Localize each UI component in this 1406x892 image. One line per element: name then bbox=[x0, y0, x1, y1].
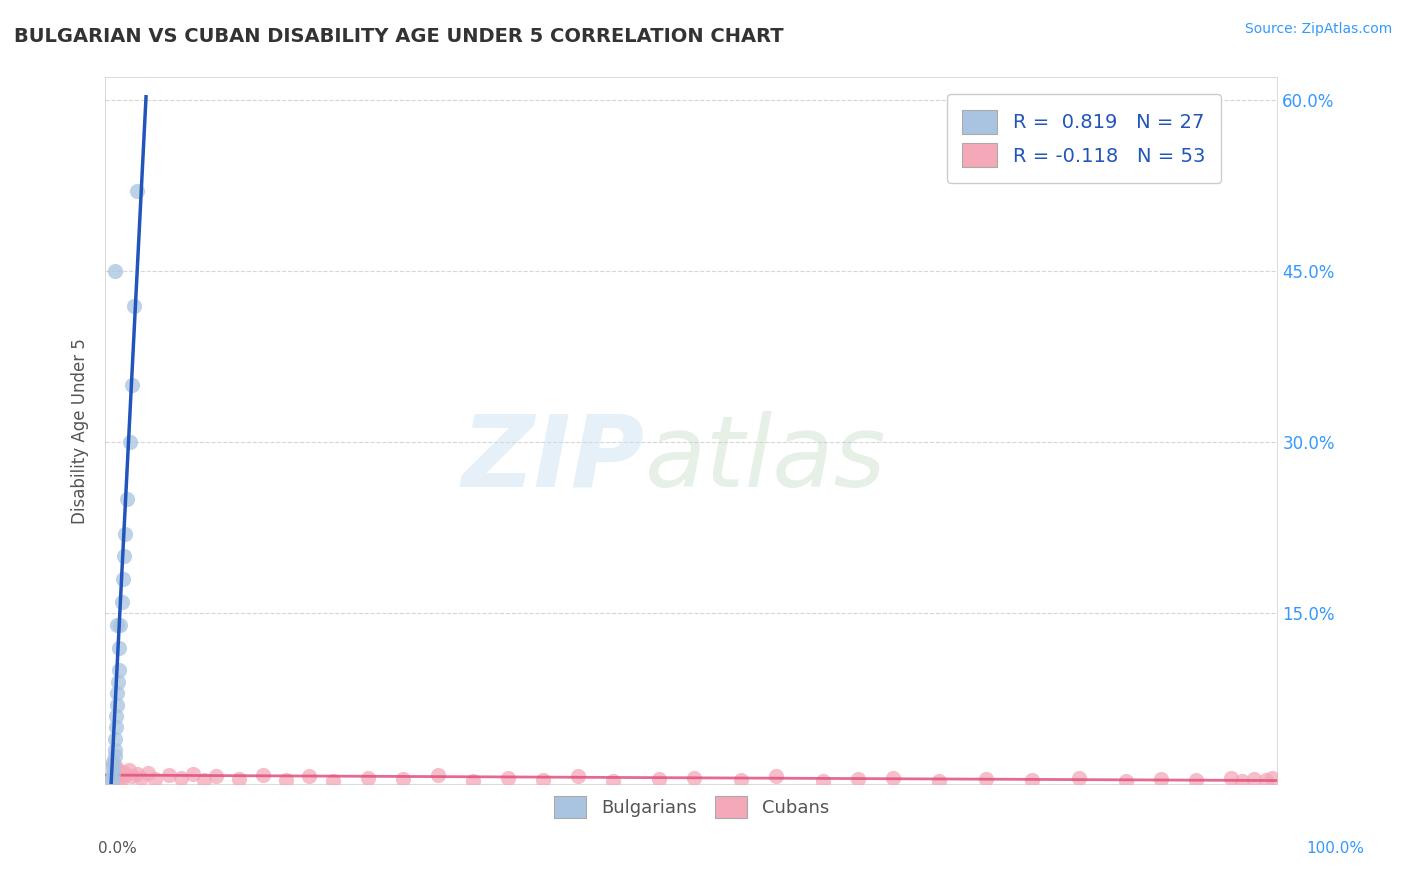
Legend: Bulgarians, Cubans: Bulgarians, Cubans bbox=[547, 789, 837, 825]
Point bbox=[356, 771, 378, 785]
Point bbox=[1260, 771, 1282, 785]
Point bbox=[1115, 774, 1137, 789]
Point bbox=[108, 771, 131, 785]
Point bbox=[108, 640, 131, 655]
Point bbox=[118, 435, 141, 450]
Point bbox=[103, 755, 125, 769]
Point bbox=[157, 768, 180, 782]
Point bbox=[112, 549, 135, 564]
Point bbox=[765, 769, 787, 783]
Point bbox=[104, 760, 127, 774]
Point bbox=[1232, 774, 1254, 789]
Point bbox=[104, 731, 127, 746]
Point bbox=[110, 617, 132, 632]
Point bbox=[114, 526, 136, 541]
Point bbox=[104, 709, 127, 723]
Point bbox=[110, 767, 132, 781]
Point bbox=[111, 572, 134, 586]
Point bbox=[105, 686, 128, 700]
Point bbox=[170, 771, 193, 785]
Point bbox=[110, 595, 132, 609]
Point bbox=[121, 378, 143, 392]
Point bbox=[117, 492, 139, 507]
Point bbox=[1069, 771, 1091, 785]
Point bbox=[567, 769, 589, 783]
Point bbox=[274, 772, 297, 787]
Text: Source: ZipAtlas.com: Source: ZipAtlas.com bbox=[1244, 22, 1392, 37]
Point bbox=[811, 774, 834, 789]
Text: atlas: atlas bbox=[644, 410, 886, 508]
Point bbox=[103, 756, 125, 771]
Point bbox=[1254, 772, 1277, 787]
Point bbox=[928, 774, 950, 789]
Point bbox=[101, 766, 124, 780]
Point bbox=[114, 768, 136, 782]
Point bbox=[846, 772, 869, 786]
Point bbox=[193, 772, 215, 787]
Point bbox=[100, 774, 122, 789]
Text: BULGARIAN VS CUBAN DISABILITY AGE UNDER 5 CORRELATION CHART: BULGARIAN VS CUBAN DISABILITY AGE UNDER … bbox=[14, 27, 783, 45]
Point bbox=[117, 763, 139, 777]
Point bbox=[730, 772, 752, 787]
Point bbox=[1150, 772, 1173, 786]
Text: 0.0%: 0.0% bbox=[98, 841, 138, 856]
Text: ZIP: ZIP bbox=[461, 410, 644, 508]
Point bbox=[228, 772, 250, 786]
Point bbox=[103, 766, 125, 780]
Point bbox=[104, 720, 127, 734]
Point bbox=[107, 764, 129, 778]
Point bbox=[101, 771, 124, 785]
Point bbox=[125, 185, 148, 199]
Point bbox=[103, 748, 125, 763]
Text: 100.0%: 100.0% bbox=[1306, 841, 1364, 856]
Point bbox=[882, 771, 904, 785]
Point bbox=[648, 772, 671, 786]
Y-axis label: Disability Age Under 5: Disability Age Under 5 bbox=[72, 338, 89, 524]
Point bbox=[105, 698, 128, 712]
Point bbox=[974, 772, 997, 786]
Point bbox=[111, 764, 134, 779]
Point bbox=[110, 772, 132, 786]
Point bbox=[252, 768, 274, 782]
Point bbox=[496, 771, 519, 785]
Point bbox=[107, 674, 129, 689]
Point bbox=[103, 760, 125, 774]
Point bbox=[125, 767, 148, 781]
Point bbox=[322, 774, 344, 789]
Point bbox=[145, 772, 167, 786]
Point bbox=[1219, 771, 1241, 785]
Point bbox=[298, 769, 321, 783]
Point bbox=[602, 774, 624, 789]
Point bbox=[1021, 772, 1043, 787]
Point bbox=[108, 664, 131, 678]
Point bbox=[124, 298, 146, 312]
Point bbox=[1184, 772, 1206, 787]
Point bbox=[461, 774, 484, 789]
Point bbox=[531, 772, 554, 787]
Point bbox=[105, 768, 128, 782]
Point bbox=[391, 772, 413, 786]
Point bbox=[181, 767, 204, 781]
Point bbox=[131, 771, 153, 785]
Point bbox=[138, 766, 160, 780]
Point bbox=[103, 743, 125, 757]
Point bbox=[683, 771, 706, 785]
Point bbox=[103, 264, 125, 278]
Point bbox=[1243, 772, 1265, 786]
Point bbox=[121, 769, 143, 783]
Point bbox=[105, 617, 128, 632]
Point bbox=[205, 769, 228, 783]
Point bbox=[426, 768, 449, 782]
